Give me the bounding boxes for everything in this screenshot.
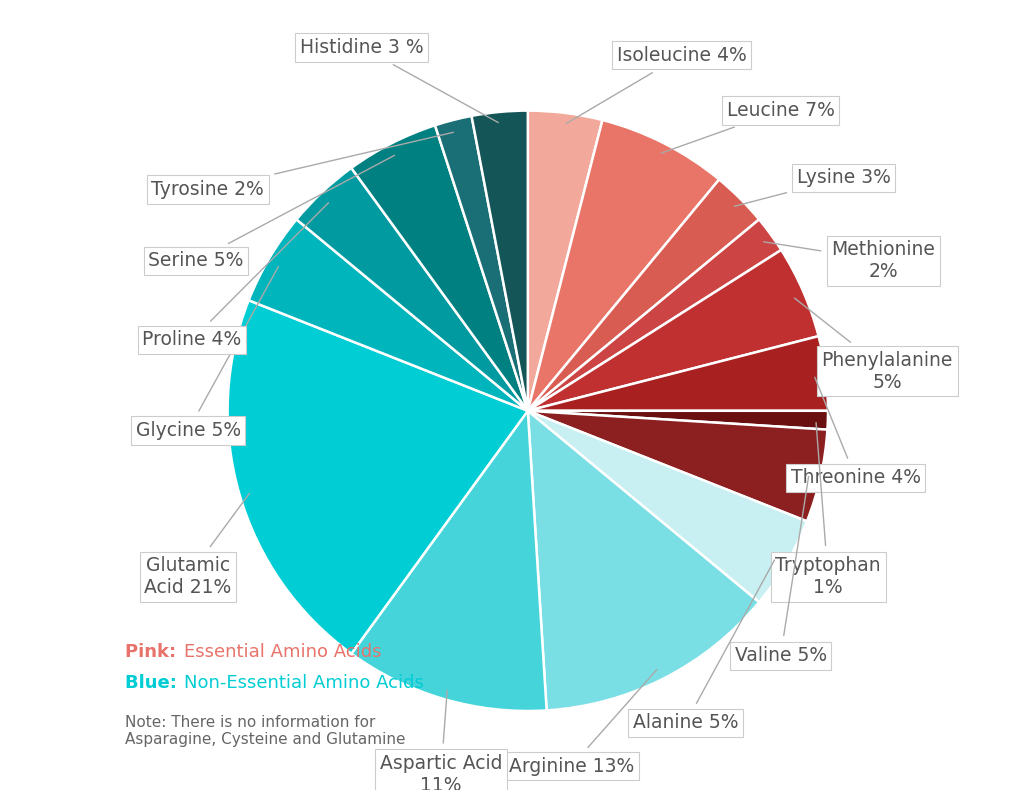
Text: Arginine 13%: Arginine 13%: [509, 670, 656, 776]
Wedge shape: [527, 411, 827, 521]
Text: Serine 5%: Serine 5%: [148, 156, 394, 270]
Wedge shape: [527, 336, 828, 411]
Wedge shape: [249, 220, 527, 411]
Text: Alanine 5%: Alanine 5%: [633, 560, 774, 732]
Text: Tryptophan
1%: Tryptophan 1%: [775, 423, 881, 597]
Wedge shape: [527, 179, 759, 411]
Wedge shape: [527, 411, 807, 602]
Text: Essential Amino Acids: Essential Amino Acids: [184, 643, 382, 660]
Wedge shape: [471, 111, 527, 411]
Text: Methionine
2%: Methionine 2%: [764, 240, 935, 281]
Text: Aspartic Acid
11%: Aspartic Acid 11%: [380, 690, 502, 790]
Text: Tyrosine 2%: Tyrosine 2%: [152, 132, 454, 199]
Text: Blue:: Blue:: [125, 675, 183, 692]
Text: Non-Essential Amino Acids: Non-Essential Amino Acids: [184, 675, 424, 692]
Wedge shape: [527, 111, 602, 411]
Wedge shape: [527, 411, 759, 710]
Wedge shape: [227, 300, 527, 653]
Text: Glycine 5%: Glycine 5%: [135, 266, 279, 440]
Text: Note: There is no information for
Asparagine, Cysteine and Glutamine: Note: There is no information for Aspara…: [125, 714, 406, 747]
Text: Pink:: Pink:: [125, 643, 182, 660]
Text: Threonine 4%: Threonine 4%: [791, 378, 921, 487]
Text: Valine 5%: Valine 5%: [734, 476, 826, 665]
Text: Phenylalanine
5%: Phenylalanine 5%: [795, 298, 953, 392]
Text: Glutamic
Acid 21%: Glutamic Acid 21%: [144, 494, 250, 597]
Text: Histidine 3 %: Histidine 3 %: [300, 38, 499, 122]
Text: Proline 4%: Proline 4%: [142, 203, 329, 349]
Wedge shape: [527, 250, 818, 411]
Wedge shape: [435, 116, 527, 411]
Wedge shape: [297, 168, 527, 411]
Text: Leucine 7%: Leucine 7%: [662, 101, 835, 153]
Text: Lysine 3%: Lysine 3%: [734, 168, 891, 206]
Wedge shape: [527, 120, 719, 411]
Wedge shape: [527, 411, 828, 430]
Wedge shape: [351, 126, 527, 411]
Text: Isoleucine 4%: Isoleucine 4%: [566, 46, 746, 123]
Wedge shape: [527, 220, 781, 411]
Wedge shape: [351, 411, 547, 711]
